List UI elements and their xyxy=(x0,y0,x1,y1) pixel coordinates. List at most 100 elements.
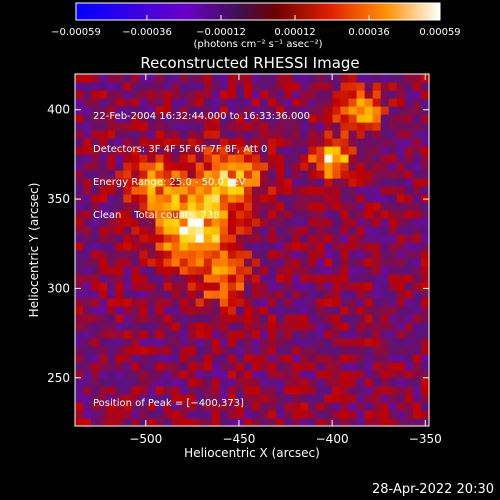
heatmap-cell xyxy=(412,234,422,243)
heatmap-cell xyxy=(364,138,374,147)
heatmap-cell xyxy=(372,74,382,83)
heatmap-cell xyxy=(332,282,342,291)
heatmap-cell xyxy=(284,266,293,275)
heatmap-cell xyxy=(83,114,92,123)
heatmap-cell xyxy=(308,346,317,355)
heatmap-cell xyxy=(380,122,390,131)
heatmap-cell xyxy=(388,282,398,291)
heatmap-cell xyxy=(155,274,165,283)
heatmap-cell xyxy=(179,402,189,411)
heatmap-cell xyxy=(235,130,245,139)
heatmap-cell xyxy=(356,146,366,155)
heatmap-cell xyxy=(75,234,84,243)
heatmap-cell xyxy=(123,346,132,355)
heatmap-cell xyxy=(260,298,269,307)
heatmap-cell xyxy=(75,90,84,99)
heatmap-cell xyxy=(195,394,205,403)
heatmap-cell xyxy=(99,138,108,147)
heatmap-cell xyxy=(155,170,165,179)
heatmap-cell xyxy=(83,290,92,299)
heatmap-cell xyxy=(372,290,382,299)
heatmap-cell xyxy=(243,170,253,179)
heatmap-cell xyxy=(155,322,165,331)
heatmap-cell xyxy=(276,114,285,123)
heatmap-cell xyxy=(155,114,165,123)
heatmap-cell xyxy=(260,106,269,115)
heatmap-cell xyxy=(139,354,149,363)
heatmap-cell xyxy=(268,202,277,211)
heatmap-cell xyxy=(276,410,285,419)
heatmap-cell xyxy=(364,250,374,259)
heatmap-cell xyxy=(171,202,181,211)
heatmap-cell xyxy=(243,226,253,235)
heatmap-cell xyxy=(292,218,301,227)
heatmap-cell xyxy=(203,82,213,91)
heatmap-cell xyxy=(83,306,92,315)
heatmap-cell xyxy=(364,114,374,123)
heatmap-cell xyxy=(324,306,334,315)
heatmap-cell xyxy=(420,114,430,123)
heatmap-cell xyxy=(292,346,301,355)
heatmap-cell xyxy=(107,90,116,99)
heatmap-cell xyxy=(235,338,245,347)
heatmap-cell xyxy=(324,290,334,299)
heatmap-cell xyxy=(123,418,132,427)
heatmap-cell xyxy=(107,170,116,179)
heatmap-cell xyxy=(356,322,366,331)
heatmap-cell xyxy=(115,130,124,139)
heatmap-cell xyxy=(203,402,213,411)
heatmap-cell xyxy=(163,418,173,427)
heatmap-cell xyxy=(380,90,390,99)
heatmap-cell xyxy=(340,210,350,219)
heatmap-cell xyxy=(147,370,157,379)
heatmap-cell xyxy=(356,346,366,355)
heatmap-cell xyxy=(131,418,140,427)
heatmap-cell xyxy=(324,322,334,331)
heatmap-cell xyxy=(276,378,285,387)
heatmap-cell xyxy=(99,370,108,379)
heatmap-cell xyxy=(412,226,422,235)
heatmap-cell xyxy=(91,130,100,139)
colorbar-ticks: −0.00059 −0.00036 −0.00012 0.00012 0.00036 0.… xyxy=(51,15,461,38)
heatmap-cell xyxy=(123,82,132,91)
heatmap-cell xyxy=(75,274,84,283)
heatmap-cell xyxy=(243,330,253,339)
y-tick-label: 250 xyxy=(47,371,70,385)
heatmap-cell xyxy=(324,330,334,339)
heatmap-cell xyxy=(308,98,317,107)
heatmap-cell xyxy=(203,234,213,243)
heatmap-cell xyxy=(187,162,197,171)
heatmap-cell xyxy=(115,266,124,275)
heatmap-cell xyxy=(252,210,261,219)
heatmap-cell xyxy=(364,218,374,227)
heatmap-cell xyxy=(252,370,261,379)
heatmap-cell xyxy=(340,338,350,347)
heatmap-cell xyxy=(260,378,269,387)
heatmap-cell xyxy=(243,298,253,307)
heatmap-cell xyxy=(380,250,390,259)
heatmap-cell xyxy=(235,170,245,179)
heatmap-cell xyxy=(147,90,157,99)
heatmap-cell xyxy=(99,402,108,411)
heatmap-cell xyxy=(372,82,382,91)
heatmap-cell xyxy=(227,418,237,427)
heatmap-cell xyxy=(107,82,116,91)
heatmap-cell xyxy=(252,410,261,419)
heatmap-cell xyxy=(308,162,317,171)
heatmap-cell xyxy=(227,306,237,315)
heatmap-cell xyxy=(372,194,382,203)
heatmap-cell xyxy=(163,162,173,171)
heatmap-cell xyxy=(203,298,213,307)
heatmap-cell xyxy=(139,90,149,99)
heatmap-cell xyxy=(171,114,181,123)
heatmap-cell xyxy=(388,170,398,179)
heatmap-cell xyxy=(396,410,406,419)
heatmap-cell xyxy=(284,146,293,155)
heatmap-cell xyxy=(284,98,293,107)
heatmap-cell xyxy=(155,354,165,363)
heatmap-cell xyxy=(300,98,309,107)
heatmap-cell xyxy=(356,82,366,91)
heatmap-cell xyxy=(219,410,229,419)
heatmap-cell xyxy=(219,330,229,339)
